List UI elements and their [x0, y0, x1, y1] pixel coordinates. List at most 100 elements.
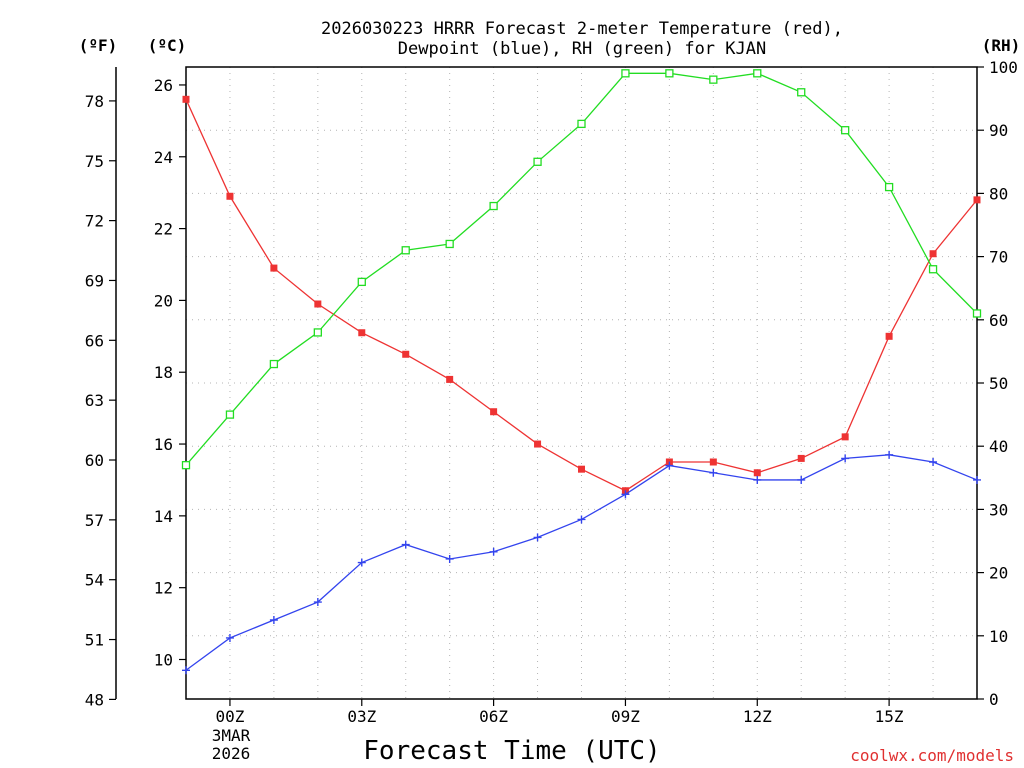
celsius-tick-label: 12 — [154, 579, 173, 598]
fahrenheit-tick-label: 66 — [85, 331, 104, 350]
fahrenheit-tick-label: 72 — [85, 212, 104, 231]
rh-tick-label: 0 — [989, 690, 999, 709]
dewpoint-point — [269, 616, 278, 624]
x-date-year-label: 2026 — [212, 744, 251, 763]
dewpoint-point — [533, 533, 542, 542]
temperature-point — [709, 458, 717, 466]
rh-point — [445, 239, 454, 249]
fahrenheit-axis: 48 51 54 57 60 63 66 69 72 75 78 — [85, 92, 116, 709]
celsius-tick-label: 26 — [154, 76, 173, 95]
fahrenheit-tick-label: 54 — [85, 571, 104, 590]
dewpoint-point — [313, 598, 322, 607]
source-credit: coolwx.com/models — [850, 746, 1014, 765]
rh-point — [753, 69, 762, 78]
chart-title-line1: 2026030223 HRRR Forecast 2-meter Tempera… — [321, 19, 843, 39]
rh-point — [533, 157, 542, 166]
celsius-tick-label: 16 — [154, 435, 173, 454]
fahrenheit-tick-label: 69 — [85, 271, 104, 290]
rh-tick-label: 10 — [989, 627, 1008, 646]
dewpoint-point — [357, 558, 366, 567]
fahrenheit-tick-label: 60 — [85, 451, 104, 470]
time-tick-label: 09Z — [611, 707, 640, 726]
temperature-point — [885, 332, 893, 340]
temperature-point — [358, 329, 366, 337]
time-tick-label: 00Z — [215, 707, 244, 726]
rh-tick-label: 30 — [989, 500, 1008, 519]
dewpoint-point — [665, 461, 674, 470]
fahrenheit-tick-label: 63 — [85, 391, 104, 410]
time-tick-label: 15Z — [875, 707, 904, 726]
rh-tick-label: 90 — [989, 121, 1008, 140]
dewpoint-point — [401, 540, 410, 549]
time-tick-label: 03Z — [347, 707, 376, 726]
dewpoint-point — [577, 515, 586, 524]
rh-tick-label: 60 — [989, 311, 1008, 330]
rh-tick-label: 80 — [989, 184, 1008, 203]
rh-point — [225, 410, 235, 419]
time-tick-label: 06Z — [479, 707, 508, 726]
dewpoint-point — [709, 468, 718, 477]
rh-point — [621, 69, 630, 78]
rh-tick-label: 100 — [989, 58, 1018, 77]
x-axis-title: Forecast Time (UTC) — [363, 736, 660, 766]
rh-unit-label: (RH) — [982, 36, 1021, 55]
temperature-point — [314, 300, 322, 308]
dewpoint-point — [621, 490, 630, 499]
fahrenheit-tick-label: 48 — [85, 690, 104, 709]
rh-point — [489, 201, 498, 211]
temperature-point — [797, 454, 805, 462]
temperature-point — [534, 440, 542, 448]
rh-point — [841, 126, 850, 135]
temperature-series — [182, 95, 981, 495]
rh-point — [797, 88, 806, 97]
gridlines — [186, 67, 977, 699]
celsius-tick-label: 22 — [154, 220, 173, 239]
rh-point — [269, 359, 279, 369]
fahrenheit-tick-label: 51 — [85, 631, 104, 650]
rh-point — [181, 461, 191, 470]
dewpoint-series — [182, 450, 981, 675]
dewpoint-point — [929, 458, 938, 466]
dewpoint-point — [973, 475, 981, 484]
dewpoint-point — [489, 547, 498, 556]
rh-axis: 0 10 20 30 40 50 60 70 80 90 100 — [977, 58, 1018, 709]
rh-point — [709, 75, 718, 84]
celsius-tick-label: 10 — [154, 651, 173, 670]
fahrenheit-tick-label: 75 — [85, 152, 104, 171]
rh-tick-label: 50 — [989, 374, 1008, 393]
rh-series — [181, 69, 982, 470]
temperature-point — [841, 433, 849, 441]
rh-tick-label: 20 — [989, 564, 1008, 583]
temperature-point — [446, 375, 454, 383]
celsius-tick-label: 20 — [154, 291, 173, 310]
temperature-point — [753, 469, 761, 477]
celsius-tick-label: 18 — [154, 363, 173, 382]
rh-tick-label: 70 — [989, 248, 1008, 267]
rh-point — [884, 182, 894, 192]
dewpoint-point — [225, 633, 234, 642]
celsius-tick-label: 14 — [154, 507, 173, 526]
temperature-point — [490, 408, 498, 416]
temperature-point — [182, 95, 190, 103]
time-tick-label: 12Z — [743, 707, 772, 726]
celsius-unit-label: (ºC) — [148, 36, 187, 55]
data-series — [181, 69, 982, 675]
chart-title-line2: Dewpoint (blue), RH (green) for KJAN — [398, 39, 766, 59]
temperature-point — [929, 250, 937, 258]
temperature-point — [402, 350, 410, 358]
dewpoint-point — [182, 666, 190, 675]
fahrenheit-tick-label: 78 — [85, 92, 104, 111]
x-date-day-label: 3MAR — [212, 726, 251, 745]
rh-point — [401, 246, 410, 255]
dewpoint-point — [797, 475, 806, 484]
dewpoint-point — [885, 450, 894, 459]
rh-point — [313, 328, 322, 337]
temperature-point — [578, 465, 585, 473]
rh-tick-label: 40 — [989, 437, 1008, 456]
temperature-point — [226, 192, 234, 200]
rh-point — [357, 277, 366, 287]
fahrenheit-unit-label: (ºF) — [79, 36, 118, 55]
celsius-axis: 10 12 14 16 18 20 22 24 26 — [154, 76, 186, 670]
rh-point — [577, 119, 586, 129]
